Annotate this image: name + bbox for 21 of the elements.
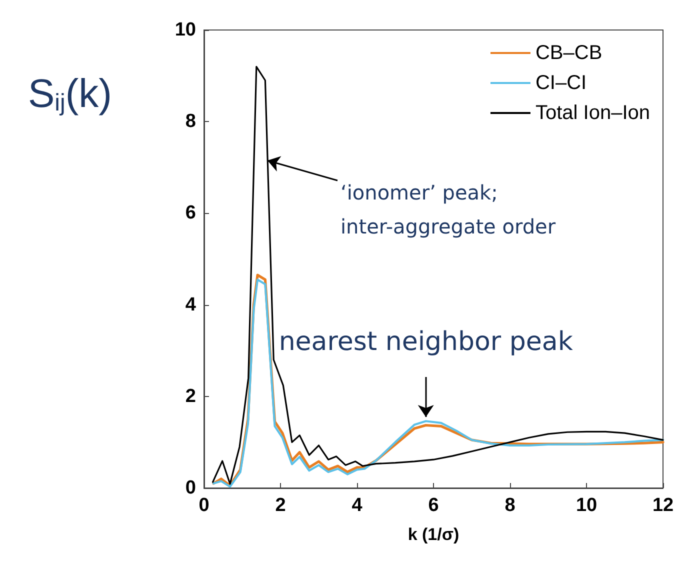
y-tick-label: 6 xyxy=(185,202,196,224)
y-tick-label: 10 xyxy=(174,20,196,40)
y-tick-label: 2 xyxy=(185,386,196,407)
x-axis-title: k (1/σ) xyxy=(408,525,460,544)
x-tick-label: 2 xyxy=(275,495,286,516)
y-tick-label: 4 xyxy=(185,294,196,316)
line-series xyxy=(212,66,664,485)
x-tick-label: 12 xyxy=(652,495,674,516)
legend-label: CB–CB xyxy=(535,42,602,64)
y-tick-label: 0 xyxy=(185,478,196,498)
annotation: nearest neighbor peak xyxy=(278,327,573,358)
x-tick-label: 8 xyxy=(504,495,516,516)
x-tick-label: 4 xyxy=(352,495,363,516)
legend-label: CI–CI xyxy=(535,72,587,94)
x-tick-label: 10 xyxy=(576,495,598,516)
x-tick-label: 0 xyxy=(198,495,210,516)
y-tick-label: 8 xyxy=(185,111,196,132)
x-tick-label: 6 xyxy=(428,495,439,516)
legend-label: Total Ion–Ion xyxy=(535,102,650,124)
y-axis-title: Sij(k) xyxy=(28,72,112,116)
annotation: ‘ionomer’ peak; inter-aggregate order xyxy=(340,180,556,239)
